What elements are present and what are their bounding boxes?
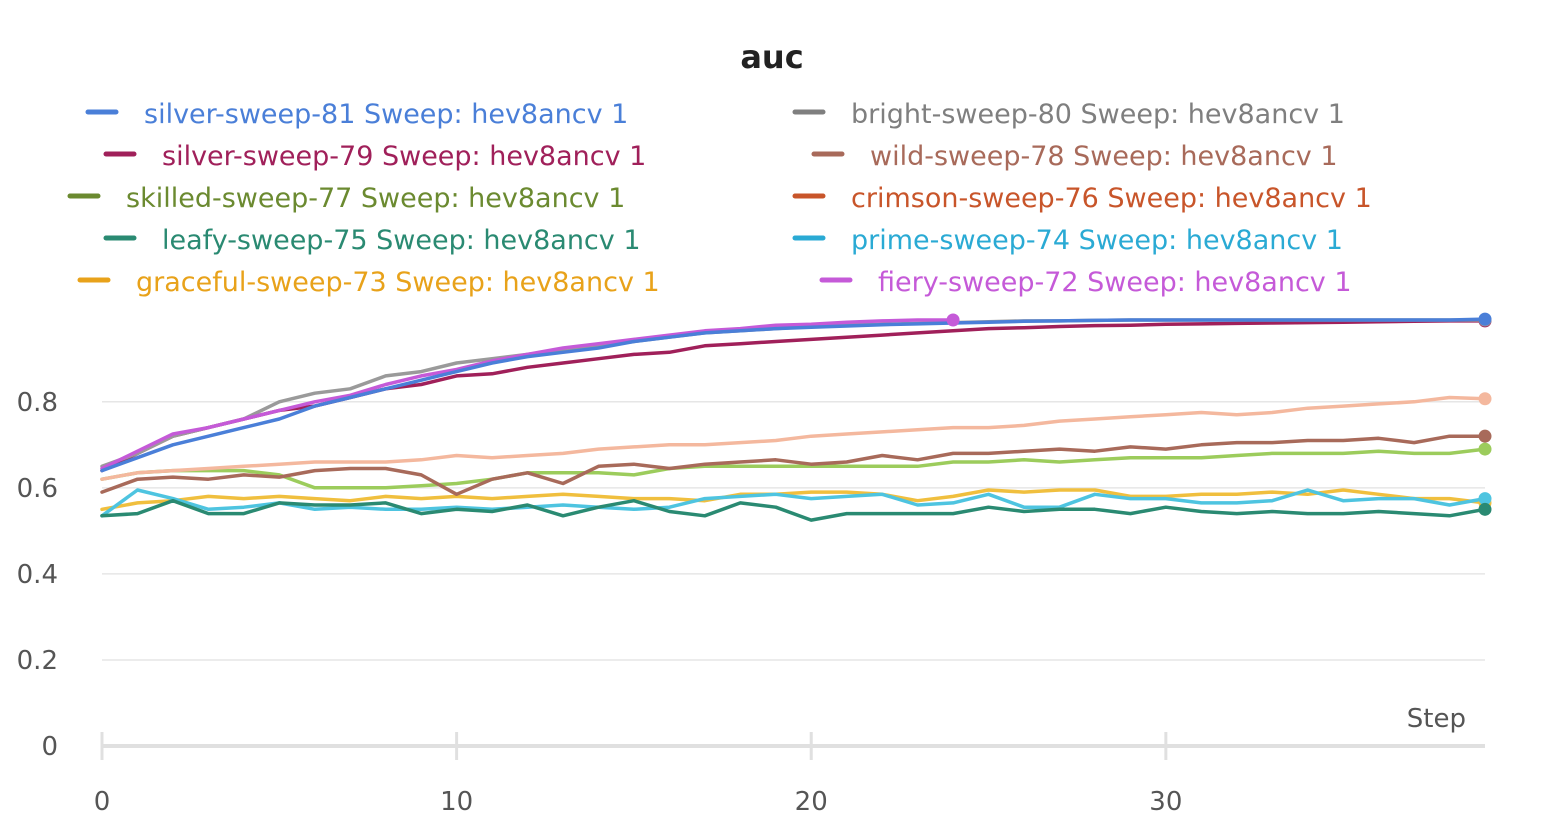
series-lines[interactable]: [100, 317, 1487, 522]
legend-label: wild-sweep-78 Sweep: hev8ancv 1: [870, 141, 1338, 172]
series-end-point: [946, 313, 960, 327]
series-line[interactable]: [100, 488, 1487, 518]
legend-item[interactable]: prime-sweep-74 Sweep: hev8ancv 1: [792, 225, 1343, 256]
series-end-point: [1478, 492, 1492, 506]
series-end-point: [1478, 442, 1492, 456]
legend-item[interactable]: crimson-sweep-76 Sweep: hev8ancv 1: [792, 183, 1372, 214]
y-tick-label: 0.4: [17, 560, 58, 590]
series-line[interactable]: [100, 488, 1487, 512]
legend-label: silver-sweep-79 Sweep: hev8ancv 1: [162, 141, 646, 172]
y-tick-label: 0: [41, 732, 58, 762]
legend-label: crimson-sweep-76 Sweep: hev8ancv 1: [851, 183, 1372, 214]
series-end-markers: [946, 312, 1492, 516]
legend-label: graceful-sweep-73 Sweep: hev8ancv 1: [136, 267, 660, 298]
y-tick-label: 0.6: [17, 474, 58, 504]
legend-label: bright-sweep-80 Sweep: hev8ancv 1: [851, 99, 1345, 130]
legend-item[interactable]: skilled-sweep-77 Sweep: hev8ancv 1: [67, 183, 625, 214]
x-tick-label: 20: [795, 787, 828, 817]
legend-label: leafy-sweep-75 Sweep: hev8ancv 1: [162, 225, 641, 256]
y-tick-label: 0.8: [17, 388, 58, 418]
legend-item[interactable]: graceful-sweep-73 Sweep: hev8ancv 1: [77, 267, 660, 298]
series-end-point: [1478, 392, 1492, 406]
series-end-point: [1478, 312, 1492, 326]
x-tick-label: 0: [94, 787, 111, 817]
x-axis-label: Step: [1407, 704, 1466, 734]
series-end-point: [1478, 429, 1492, 443]
legend-item[interactable]: leafy-sweep-75 Sweep: hev8ancv 1: [103, 225, 641, 256]
series-line[interactable]: [100, 317, 1487, 473]
series-line[interactable]: [100, 395, 1487, 481]
series-line[interactable]: [100, 498, 1487, 522]
legend-label: silver-sweep-81 Sweep: hev8ancv 1: [144, 99, 628, 130]
legend-item[interactable]: silver-sweep-81 Sweep: hev8ancv 1: [85, 99, 628, 130]
chart-title: auc: [740, 38, 803, 76]
x-tick-label: 10: [440, 787, 473, 817]
legend-label: prime-sweep-74 Sweep: hev8ancv 1: [851, 225, 1343, 256]
series-end-point: [1478, 502, 1492, 516]
grid-lines: 0 0.2 0.4 0.6 0.8: [17, 388, 1485, 762]
x-tick-label: 30: [1149, 787, 1182, 817]
y-tick-label: 0.2: [17, 646, 58, 676]
series-line[interactable]: [100, 318, 955, 471]
legend-item[interactable]: bright-sweep-80 Sweep: hev8ancv 1: [792, 99, 1345, 130]
legend-label: skilled-sweep-77 Sweep: hev8ancv 1: [126, 183, 625, 214]
series-line[interactable]: [100, 447, 1487, 490]
axes: 0 10 20 30: [94, 732, 1485, 817]
series-line[interactable]: [100, 434, 1487, 497]
legend-item[interactable]: fiery-sweep-72 Sweep: hev8ancv 1: [819, 267, 1352, 298]
legend-item[interactable]: silver-sweep-79 Sweep: hev8ancv 1: [103, 141, 646, 172]
legend[interactable]: silver-sweep-81 Sweep: hev8ancv 1 bright-…: [67, 99, 1372, 298]
legend-item[interactable]: wild-sweep-78 Sweep: hev8ancv 1: [811, 141, 1338, 172]
legend-label: fiery-sweep-72 Sweep: hev8ancv 1: [878, 267, 1352, 298]
